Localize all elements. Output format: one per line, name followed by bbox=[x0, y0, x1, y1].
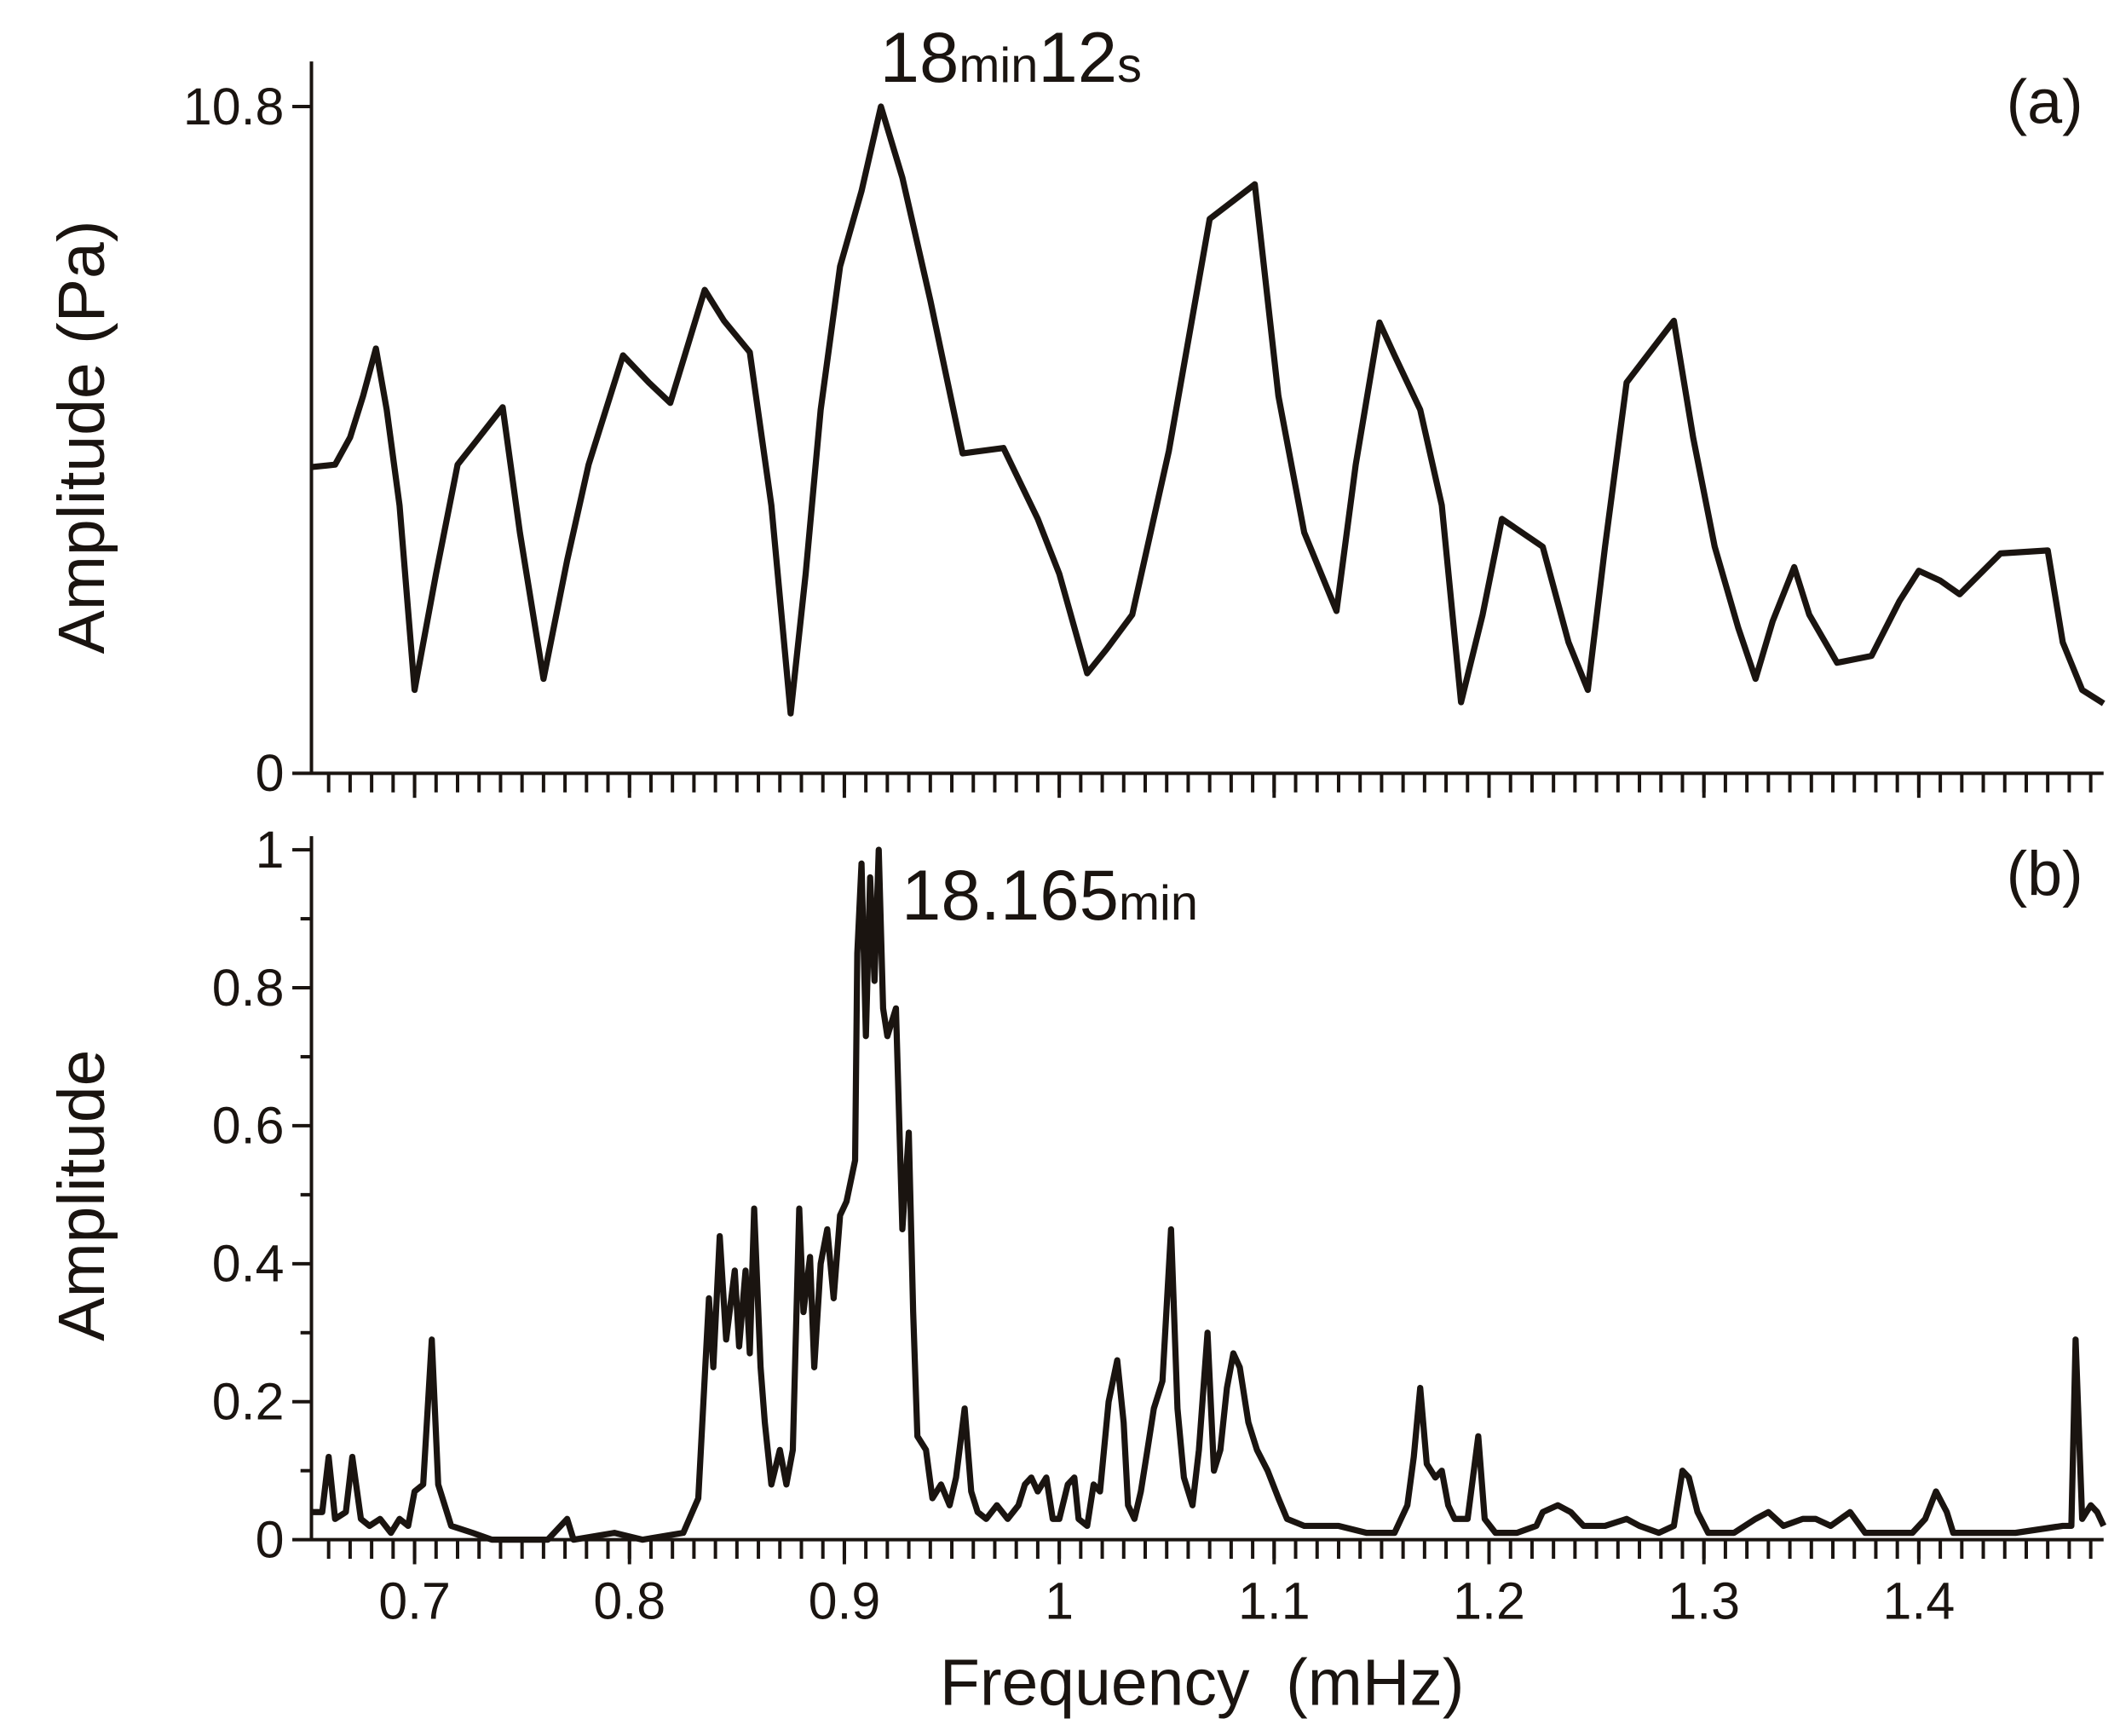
annotation-part: s bbox=[1117, 38, 1142, 93]
x-tick-label: 1.3 bbox=[1668, 1572, 1740, 1630]
y-tick-label: 0.8 bbox=[212, 959, 285, 1017]
y-tick-label: 0.6 bbox=[212, 1097, 285, 1155]
y-tick-label: 0.4 bbox=[212, 1235, 285, 1293]
y-axis-label: Amplitude bbox=[45, 1050, 118, 1341]
y-tick-label: 0.2 bbox=[212, 1373, 285, 1431]
data-line bbox=[311, 103, 2106, 717]
x-tick-label: 1.4 bbox=[1883, 1572, 1956, 1630]
annotation: 18.165min bbox=[902, 856, 1198, 935]
panel-label: (b) bbox=[2007, 838, 2083, 908]
data-line bbox=[311, 846, 2107, 1543]
y-tick-label: 0 bbox=[256, 744, 285, 802]
x-tick-label: 0.7 bbox=[378, 1572, 451, 1630]
annotation: 18min12s bbox=[880, 18, 1142, 97]
y-tick-label: 10.8 bbox=[183, 78, 285, 136]
annotation-part: 18.165 bbox=[902, 856, 1119, 935]
y-axis-label: Amplitude (Pa) bbox=[45, 221, 118, 655]
x-tick-label: 1.1 bbox=[1238, 1572, 1311, 1630]
x-tick-label: 1 bbox=[1045, 1572, 1074, 1630]
annotation-part: 12 bbox=[1038, 18, 1117, 97]
panel-label: (a) bbox=[2007, 66, 2083, 136]
x-tick-label: 1.2 bbox=[1453, 1572, 1525, 1630]
annotation-part: min bbox=[1119, 876, 1198, 931]
y-tick-label: 1 bbox=[256, 821, 285, 879]
annotation-part: 18 bbox=[880, 18, 959, 97]
annotation-part: min bbox=[959, 38, 1038, 93]
y-tick-label: 0 bbox=[256, 1510, 285, 1568]
x-tick-label: 0.8 bbox=[593, 1572, 665, 1630]
x-tick-label: 0.9 bbox=[809, 1572, 881, 1630]
x-axis-label: Frequency (mHz) bbox=[940, 1647, 1465, 1720]
